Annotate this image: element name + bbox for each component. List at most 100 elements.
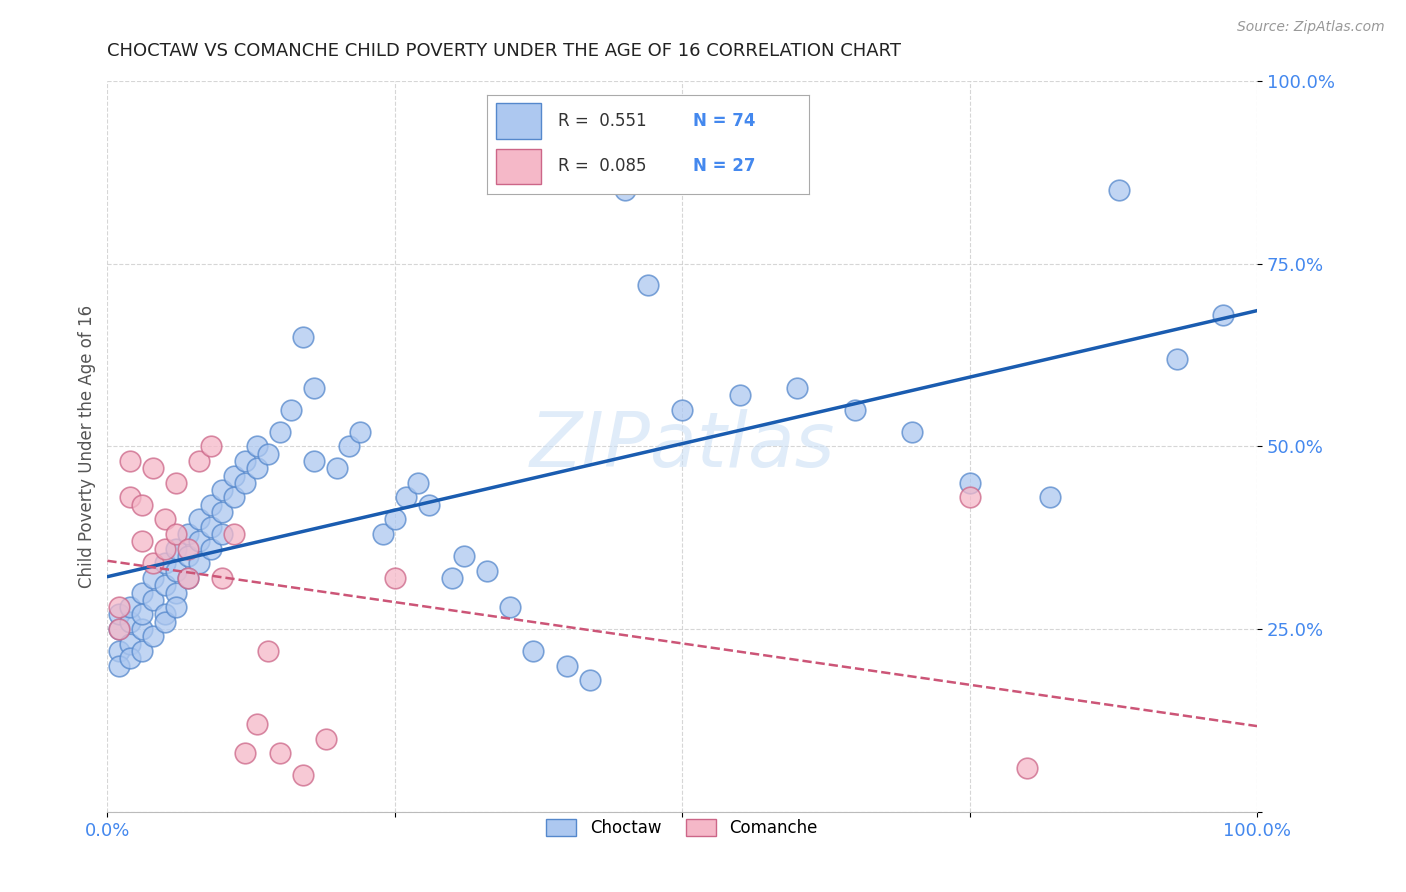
- Point: [280, 402, 302, 417]
- Point: [120, 491, 142, 505]
- Point: [200, 541, 222, 556]
- Point: [120, 600, 142, 615]
- Point: [131, 607, 153, 622]
- Point: [475, 564, 498, 578]
- Point: [200, 439, 222, 453]
- Point: [153, 541, 176, 556]
- Text: CHOCTAW VS COMANCHE CHILD POVERTY UNDER THE AGE OF 16 CORRELATION CHART: CHOCTAW VS COMANCHE CHILD POVERTY UNDER …: [107, 42, 901, 60]
- Point: [165, 541, 187, 556]
- Point: [269, 425, 291, 439]
- Point: [304, 381, 326, 395]
- Text: ZIPatlas: ZIPatlas: [530, 409, 835, 483]
- Point: [211, 571, 233, 585]
- Point: [188, 454, 211, 468]
- Point: [153, 556, 176, 570]
- Point: [120, 651, 142, 665]
- Point: [315, 731, 337, 746]
- Point: [165, 475, 187, 490]
- Point: [246, 461, 269, 475]
- Point: [555, 658, 578, 673]
- Point: [211, 505, 233, 519]
- Point: [165, 564, 187, 578]
- Point: [153, 578, 176, 592]
- Point: [637, 278, 659, 293]
- Point: [142, 571, 165, 585]
- Point: [959, 475, 981, 490]
- Point: [441, 571, 464, 585]
- Point: [131, 585, 153, 599]
- Point: [233, 475, 256, 490]
- Point: [291, 768, 314, 782]
- Point: [1166, 351, 1188, 366]
- Point: [142, 629, 165, 643]
- Point: [384, 512, 406, 526]
- Point: [222, 491, 245, 505]
- Point: [1017, 761, 1039, 775]
- Point: [373, 527, 395, 541]
- Point: [728, 388, 751, 402]
- Point: [233, 747, 256, 761]
- Text: Source: ZipAtlas.com: Source: ZipAtlas.com: [1237, 20, 1385, 34]
- Point: [188, 512, 211, 526]
- Point: [131, 644, 153, 658]
- Point: [108, 600, 131, 615]
- Point: [153, 512, 176, 526]
- Point: [1108, 183, 1130, 197]
- Point: [418, 498, 440, 512]
- Point: [671, 402, 693, 417]
- Point: [291, 329, 314, 343]
- Point: [108, 622, 131, 636]
- Point: [269, 747, 291, 761]
- Point: [142, 461, 165, 475]
- Point: [326, 461, 349, 475]
- Point: [165, 585, 187, 599]
- Point: [844, 402, 866, 417]
- Point: [120, 454, 142, 468]
- Point: [453, 549, 475, 563]
- Point: [188, 556, 211, 570]
- Point: [177, 571, 200, 585]
- Point: [108, 622, 131, 636]
- Point: [200, 498, 222, 512]
- Point: [142, 592, 165, 607]
- Point: [304, 454, 326, 468]
- Point: [211, 483, 233, 498]
- Point: [257, 447, 280, 461]
- Point: [1212, 308, 1234, 322]
- Legend: Choctaw, Comanche: Choctaw, Comanche: [540, 813, 825, 844]
- Point: [1039, 491, 1062, 505]
- Point: [579, 673, 602, 688]
- Point: [108, 644, 131, 658]
- Point: [177, 549, 200, 563]
- Point: [177, 541, 200, 556]
- Point: [211, 527, 233, 541]
- Point: [222, 468, 245, 483]
- Y-axis label: Child Poverty Under the Age of 16: Child Poverty Under the Age of 16: [79, 305, 96, 588]
- Point: [499, 600, 522, 615]
- Point: [222, 527, 245, 541]
- Point: [959, 491, 981, 505]
- Point: [153, 615, 176, 629]
- Point: [177, 527, 200, 541]
- Point: [131, 534, 153, 549]
- Point: [108, 607, 131, 622]
- Point: [349, 425, 371, 439]
- Point: [246, 439, 269, 453]
- Point: [108, 658, 131, 673]
- Point: [786, 381, 808, 395]
- Point: [200, 520, 222, 534]
- Point: [120, 615, 142, 629]
- Point: [257, 644, 280, 658]
- Point: [153, 607, 176, 622]
- Point: [406, 475, 429, 490]
- Point: [522, 644, 544, 658]
- Point: [901, 425, 924, 439]
- Point: [233, 454, 256, 468]
- Point: [188, 534, 211, 549]
- Point: [177, 571, 200, 585]
- Point: [142, 556, 165, 570]
- Point: [131, 622, 153, 636]
- Point: [384, 571, 406, 585]
- Point: [165, 527, 187, 541]
- Point: [613, 183, 636, 197]
